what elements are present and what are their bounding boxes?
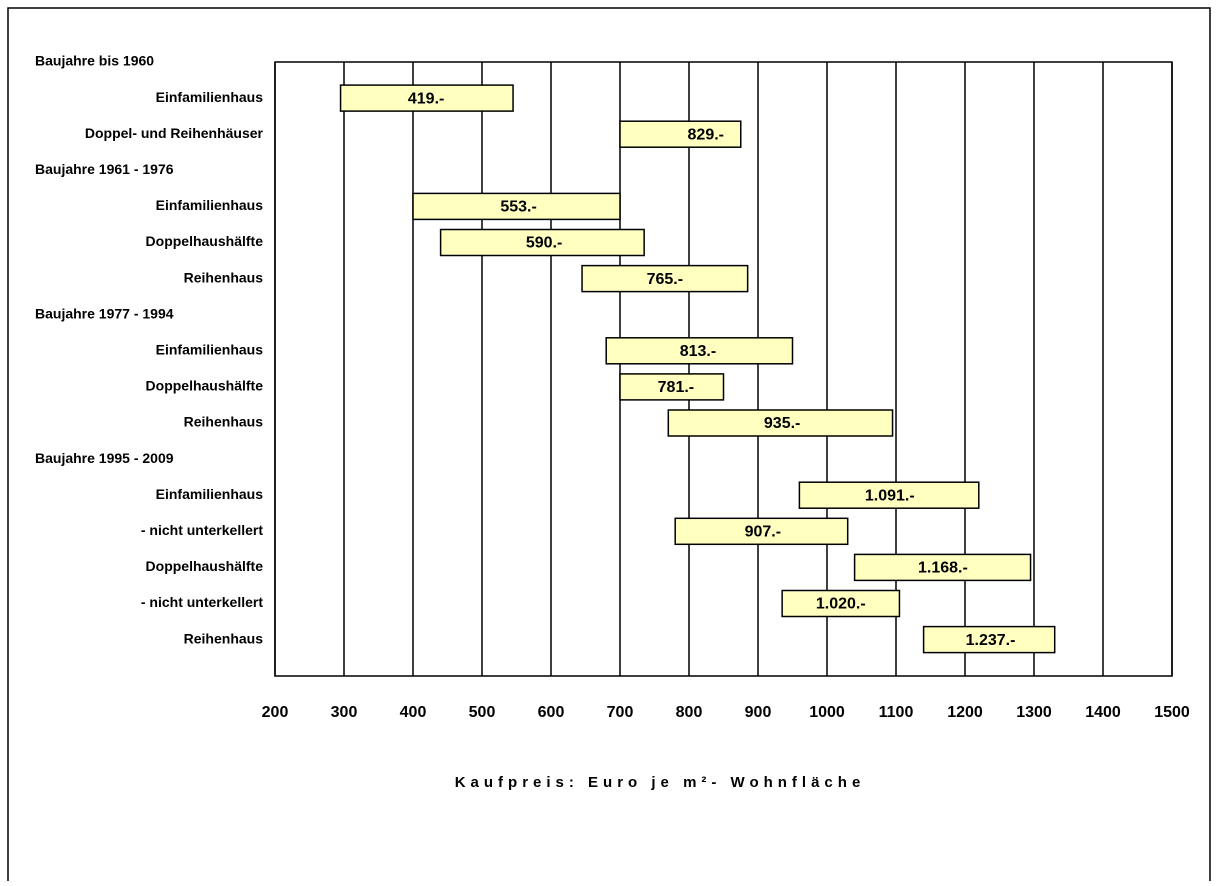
data-label: 1.237.- [966,632,1016,649]
x-tick-label: 600 [538,704,565,721]
bar [667,409,894,437]
y-tick-label: Reihenhaus [184,630,264,646]
group-label: Baujahre 1977 - 1994 [35,305,174,321]
data-label: 935.- [764,415,800,432]
x-tick-label: 1500 [1154,704,1190,721]
y-tick-label: Einfamilienhaus [156,486,264,502]
bar [781,589,901,618]
data-label: 1.091.- [865,487,915,504]
x-tick-label: 1400 [1085,704,1121,721]
data-label: 765.- [647,271,683,288]
x-tick-label: 1300 [1016,704,1052,721]
group-label: Baujahre bis 1960 [35,53,154,69]
data-label: 1.168.- [918,560,968,577]
x-tick-label: 700 [607,704,634,721]
x-tick-label: 1100 [879,704,914,721]
data-label: 419.- [408,90,444,107]
y-tick-label: - nicht unterkellert [141,594,263,610]
data-label: 553.- [500,199,536,216]
bar [674,517,849,546]
data-label: 813.- [680,343,716,360]
x-tick-label: 400 [400,704,427,721]
group-label: Baujahre 1961 - 1976 [35,161,174,177]
data-label: 907.- [745,524,781,541]
x-tick-label: 1200 [947,704,983,721]
bar [798,481,980,509]
y-tick-label: Doppelhaushälfte [146,233,264,249]
y-tick-label: Einfamilienhaus [156,197,264,213]
x-tick-label: 1000 [809,704,845,721]
group-label: Baujahre 1995 - 2009 [35,450,174,466]
x-tick-label: 300 [331,704,358,721]
bar [339,84,514,112]
bar [853,553,1032,582]
bar [581,264,749,293]
y-tick-label: Reihenhaus [184,414,264,430]
bar [922,625,1056,654]
plot-area [274,61,1173,677]
bar [412,192,621,221]
x-axis-title: Kaufpreis: Euro je m²- Wohnfläche [455,774,866,791]
data-label: 829.- [688,126,724,143]
x-tick-label: 800 [676,704,703,721]
x-tick-label: 200 [262,704,289,721]
y-tick-label: Einfamilienhaus [156,342,264,358]
frame [7,7,1211,886]
x-tick-label: 500 [469,704,496,721]
bar [619,120,742,148]
data-label: 590.- [526,235,562,252]
y-tick-label: Doppelhaushälfte [146,558,264,574]
y-tick-label: Reihenhaus [184,269,264,285]
bar [605,337,794,365]
x-tick-label: 900 [745,704,772,721]
y-tick-label: Einfamilienhaus [156,89,264,105]
bar [439,228,645,257]
y-tick-label: Doppel- und Reihenhäuser [85,125,264,141]
y-tick-label: - nicht unterkellert [141,522,263,538]
data-label: 781.- [658,379,694,396]
y-tick-label: Doppelhaushälfte [146,378,264,394]
bar [619,373,725,401]
data-label: 1.020.- [816,596,866,613]
